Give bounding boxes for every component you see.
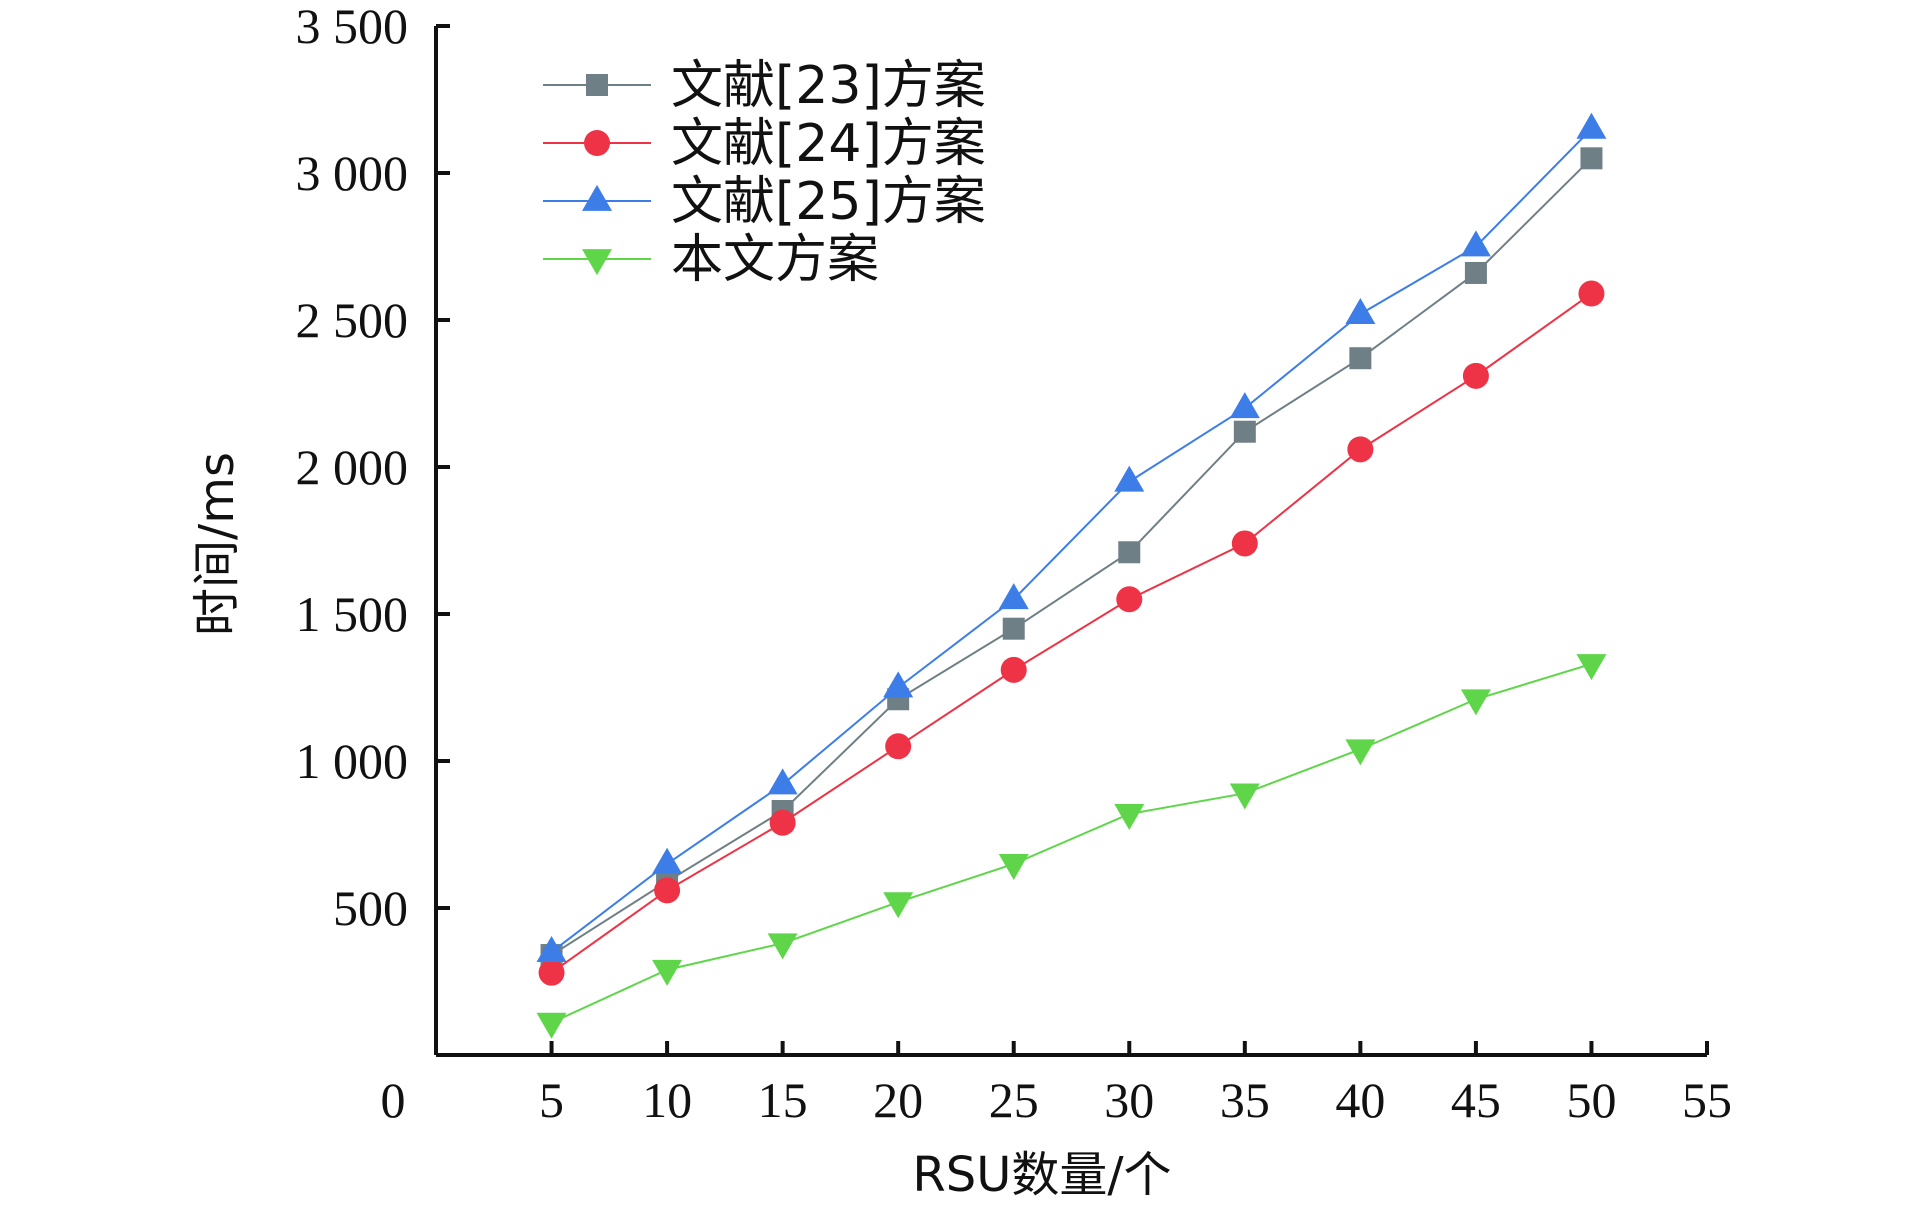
legend-item: 文献[23]方案 [543,56,986,116]
data-point [883,892,914,919]
series-4 [536,654,1607,1039]
data-point [1231,530,1258,557]
data-point [652,959,683,986]
legend-marker [582,249,612,276]
data-point [1460,689,1491,716]
x-tick-label: 10 [642,1072,692,1128]
x-tick-label: 50 [1566,1072,1616,1128]
x-tick-label: 5 [539,1072,564,1128]
data-point [1229,783,1260,810]
x-tick-label: 55 [1682,1072,1732,1128]
data-point [652,847,683,874]
x-tick-label: 25 [989,1072,1039,1128]
y-tick-label: 500 [333,880,408,936]
data-point [1002,617,1025,640]
legend-label: 本文方案 [671,230,879,290]
y-tick-label: 2 500 [296,292,409,348]
data-point [998,854,1029,881]
x-tick-label: 15 [758,1072,808,1128]
data-point [1580,147,1603,170]
series-line [551,157,1593,956]
data-point [538,959,565,986]
data-point [998,583,1029,610]
data-point [1464,261,1487,284]
x-tick-label: 40 [1335,1072,1385,1128]
series-line [551,663,1592,1024]
y-axis-title: 时间/ms [189,452,245,636]
legend-item: 本文方案 [543,230,879,290]
data-point [1114,465,1145,492]
data-point [536,935,567,962]
data-point [1345,298,1376,324]
ticks: 0 5 10 15 20 25 30 35 40 45 50 55 500 1 000 1 500 2 000… [296,0,1733,1128]
series-layer [536,112,1607,1039]
data-point [654,877,681,904]
y-tick-label: 3 000 [296,145,409,201]
data-point [1349,347,1372,370]
x-tick-label: 30 [1104,1072,1154,1128]
data-point [1576,112,1607,139]
data-point [1116,586,1143,613]
series-3 [536,112,1607,962]
legend-marker [584,130,610,156]
data-point [1114,804,1145,831]
legend-label: 文献[23]方案 [671,56,986,116]
data-point [1578,280,1605,307]
x-axis-title: RSU数量/个 [912,1147,1171,1203]
data-point [1347,436,1374,463]
data-point [1345,739,1376,766]
data-point [1000,656,1027,683]
data-point [883,671,914,698]
data-point [1462,362,1489,389]
legend-marker [586,74,608,96]
legend-marker [582,184,612,211]
data-point [1460,230,1491,257]
data-point [767,768,798,795]
series-line [550,128,1593,953]
data-point [536,1012,567,1039]
series-2 [538,280,1605,986]
x-tick-label: 45 [1451,1072,1501,1128]
data-point [767,933,798,960]
legend-item: 文献[24]方案 [543,114,986,174]
data-point [1233,420,1256,443]
data-point [1118,541,1141,564]
x-tick-label: 35 [1220,1072,1270,1128]
x-origin-label: 0 [381,1072,406,1128]
legend-label: 文献[25]方案 [671,172,986,232]
data-point [885,733,912,760]
data-point [1229,392,1260,419]
axes [434,26,1707,1057]
legend-item: 文献[25]方案 [543,172,986,232]
y-tick-label: 1 500 [296,586,409,642]
x-tick-label: 20 [873,1072,923,1128]
data-point [1576,654,1607,681]
data-point [769,809,796,836]
y-tick-label: 1 000 [296,733,409,789]
y-tick-label: 3 500 [296,0,409,54]
series-line [550,292,1593,974]
y-tick-label: 2 000 [296,439,409,495]
legend-label: 文献[24]方案 [671,114,986,174]
